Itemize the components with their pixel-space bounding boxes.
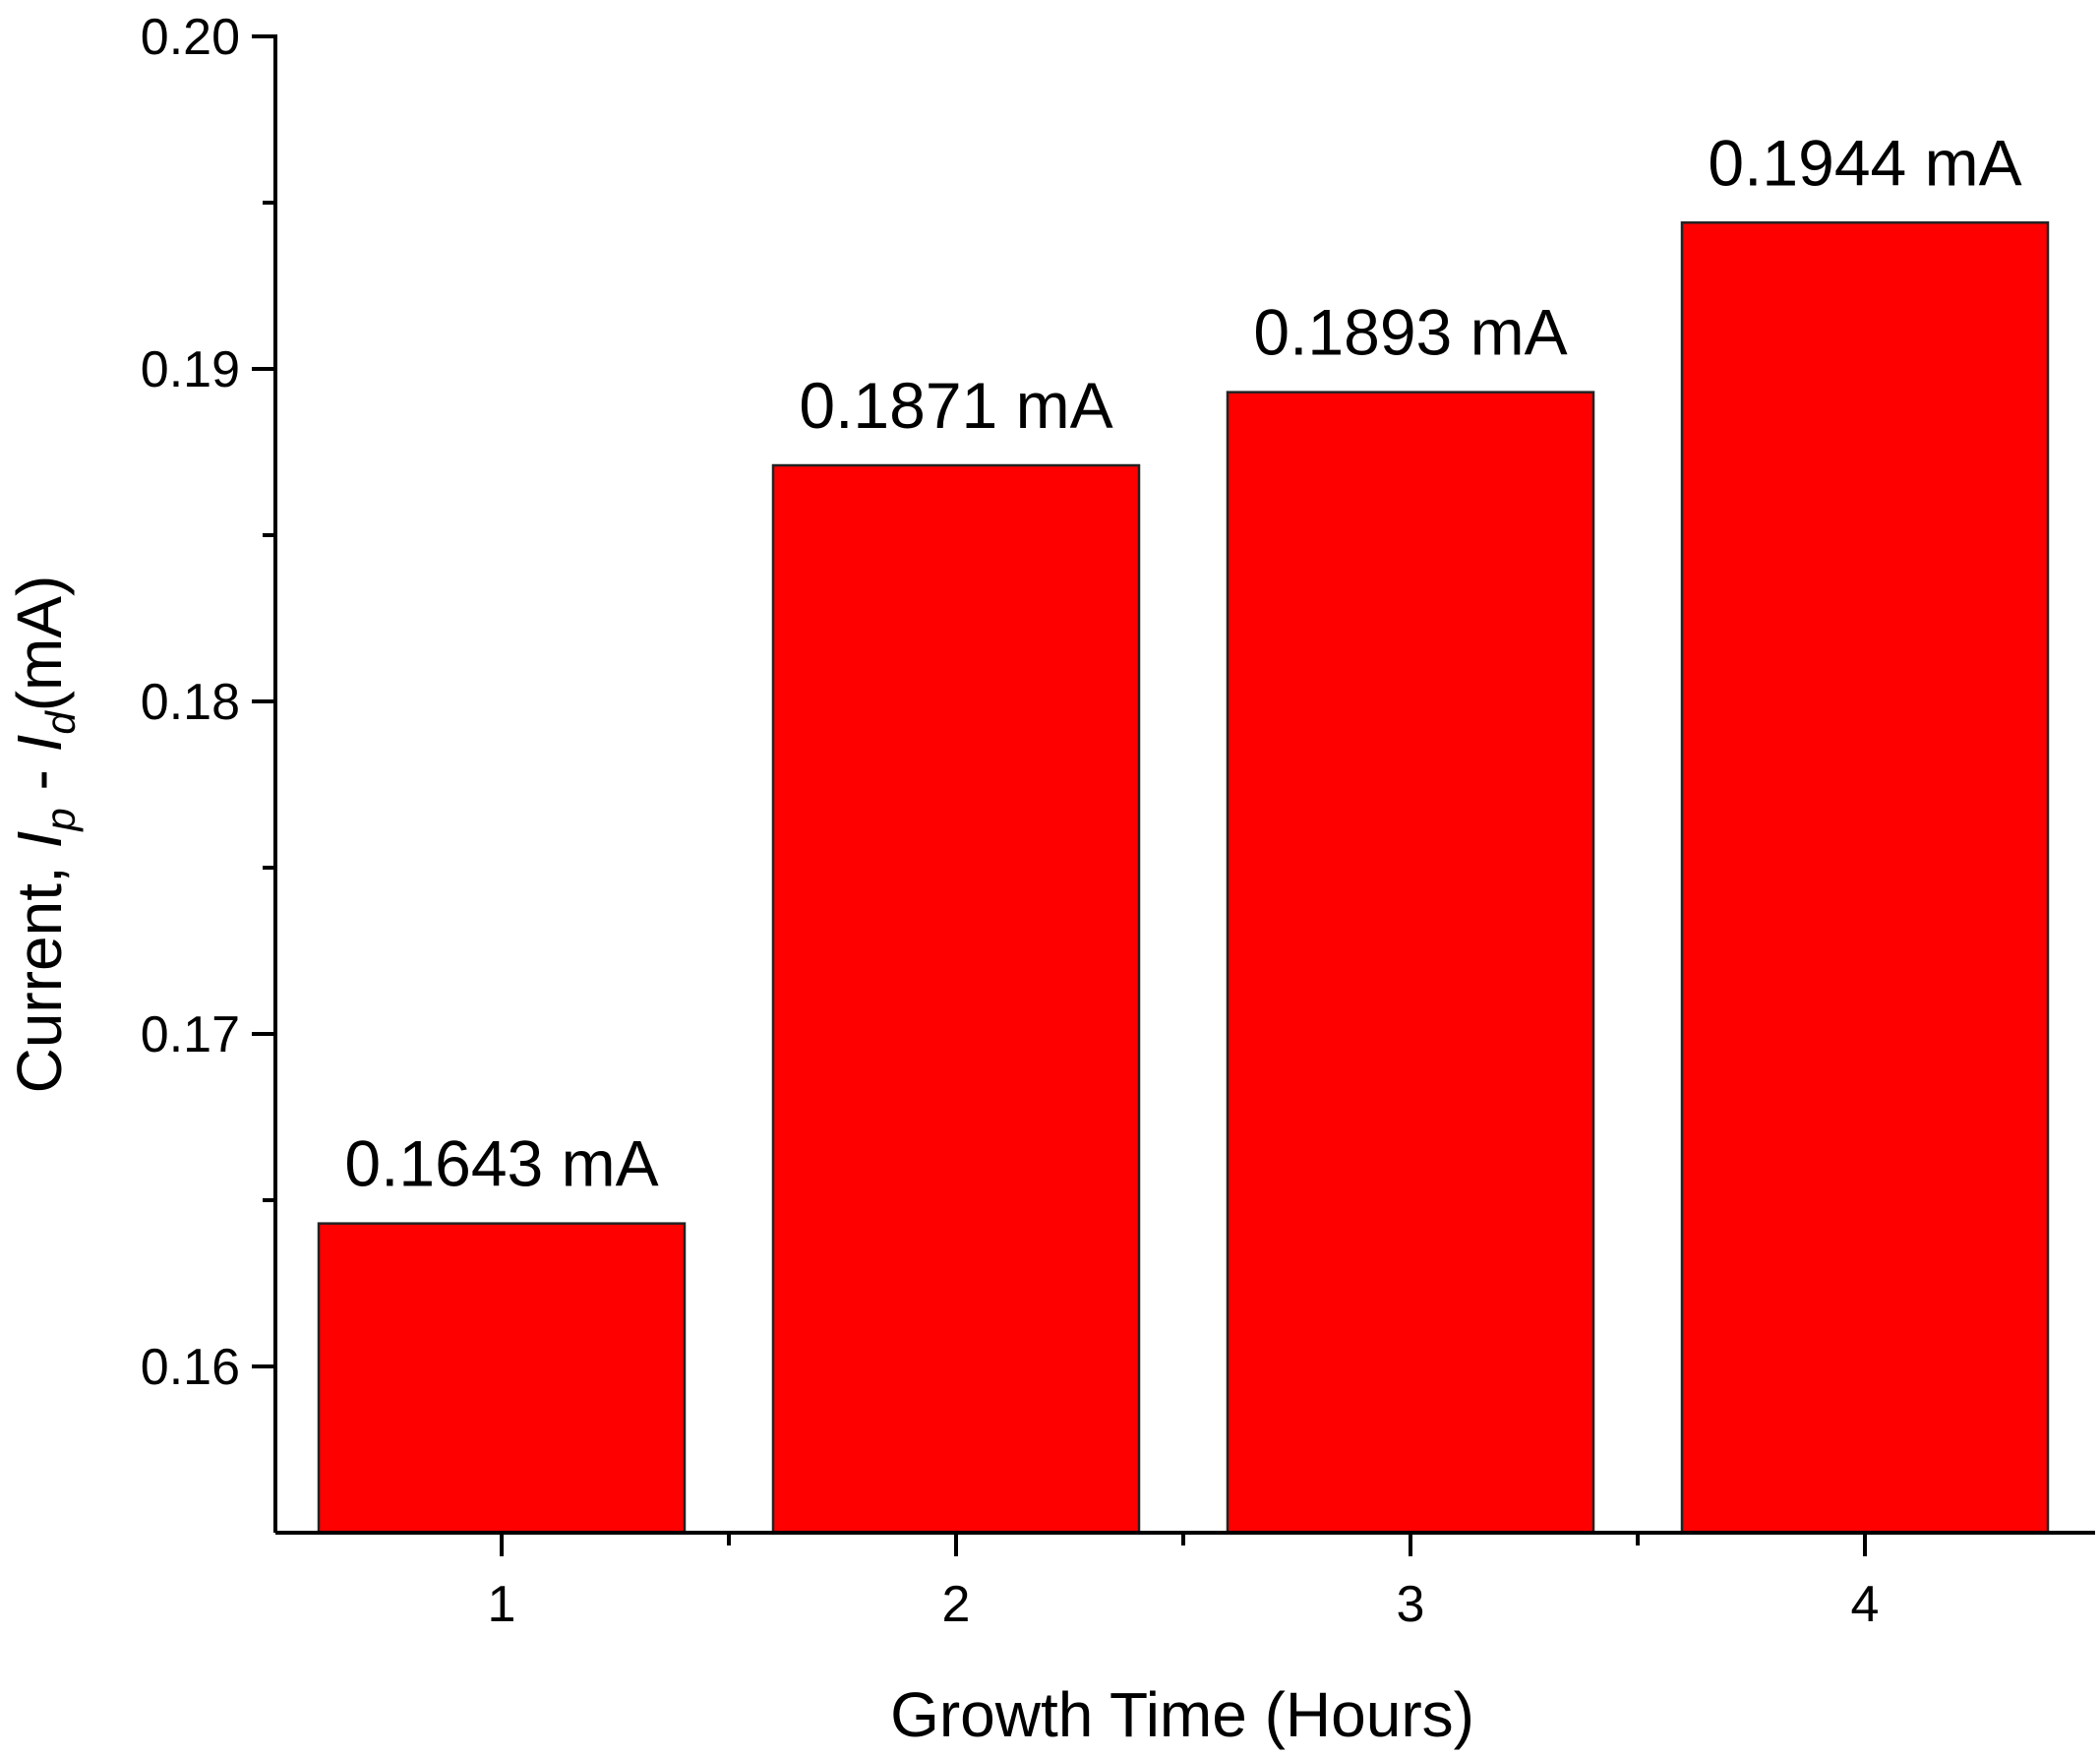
data-label-1: 0.1643 mA — [344, 1127, 658, 1200]
data-label-4: 0.1944 mA — [1708, 126, 2021, 199]
y-tick-label: 0.19 — [141, 341, 240, 398]
x-axis: 1 2 3 4 — [275, 1531, 2095, 1633]
y-axis-title-mid: - — [4, 752, 75, 808]
data-label-2: 0.1871 mA — [799, 369, 1112, 442]
y-tick-label: 0.20 — [141, 9, 240, 66]
y-axis: 0.16 0.17 0.18 0.19 0.20 — [141, 9, 277, 1533]
x-axis-title: Growth Time (Hours) — [890, 1679, 1474, 1750]
bar-3 — [1226, 391, 1595, 1535]
y-tick-label: 0.16 — [141, 1339, 240, 1396]
x-tick-label: 2 — [942, 1576, 971, 1633]
y-tick-label: 0.18 — [141, 674, 240, 731]
x-tick-label: 1 — [488, 1576, 516, 1633]
bar-4 — [1680, 221, 2050, 1535]
x-tick-label: 4 — [1851, 1576, 1880, 1633]
y-axis-title: Current, Ip - Id(mA) — [4, 576, 84, 1094]
x-tick-label: 3 — [1397, 1576, 1425, 1633]
data-label-3: 0.1893 mA — [1253, 296, 1567, 369]
y-axis-title-suffix: (mA) — [4, 576, 75, 712]
bar-1 — [317, 1222, 687, 1535]
y-axis-title-sub2: d — [37, 710, 84, 735]
bars-group — [317, 221, 2050, 1535]
data-labels-group: 0.1643 mA 0.1871 mA 0.1893 mA 0.1944 mA — [344, 126, 2021, 1199]
y-axis-title-prefix: Current, — [4, 848, 75, 1093]
y-axis-title-sub1: p — [37, 808, 84, 832]
bar-2 — [771, 463, 1141, 1535]
y-axis-title-var1: I — [4, 830, 75, 848]
y-axis-title-var2: I — [4, 734, 75, 752]
y-tick-label: 0.17 — [141, 1006, 240, 1063]
